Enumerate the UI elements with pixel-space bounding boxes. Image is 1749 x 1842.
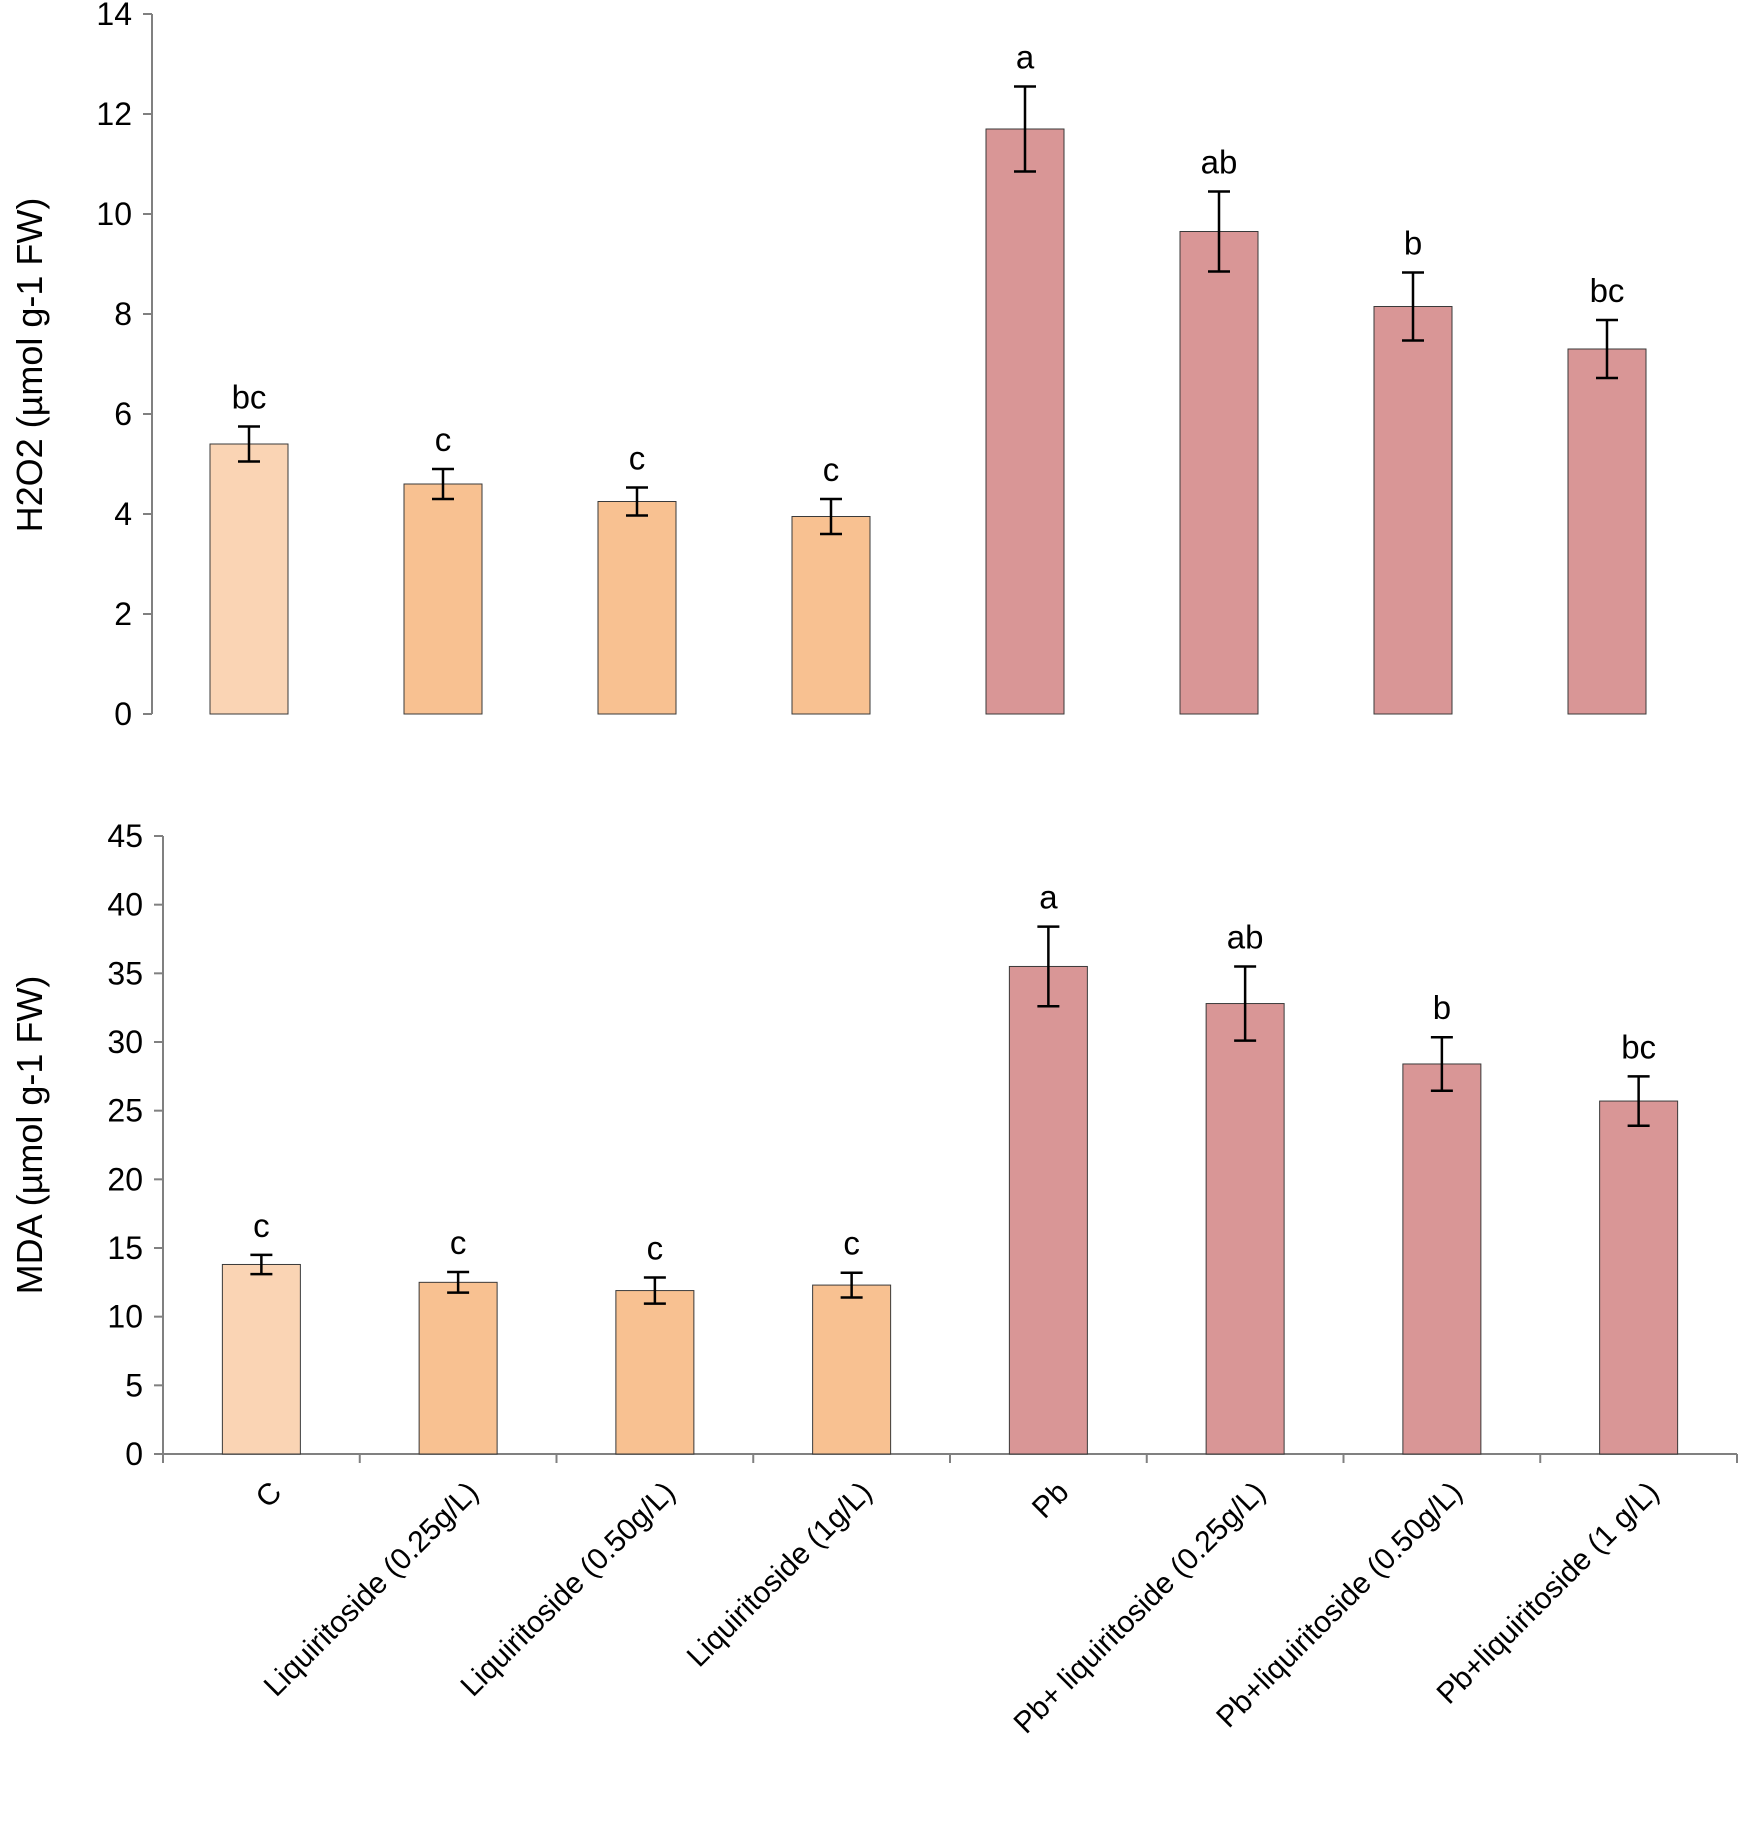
significance-label: b [1404, 225, 1422, 262]
y-tick-label: 2 [114, 596, 132, 632]
y-tick-label: 45 [107, 818, 143, 854]
bar [597, 501, 677, 715]
significance-label: ab [1227, 918, 1264, 955]
significance-label: bc [1621, 1028, 1656, 1065]
bar [418, 1281, 498, 1455]
y-tick-label: 12 [96, 96, 132, 132]
y-tick-label: 35 [107, 955, 143, 991]
significance-label: a [1016, 39, 1035, 76]
significance-label: bc [1590, 272, 1625, 309]
bar [1008, 965, 1088, 1455]
x-category-label: Pb [1026, 1476, 1075, 1525]
bar [403, 483, 483, 715]
x-category-label: Liquiritoside (0.50g/L) [454, 1476, 681, 1703]
y-tick-label: 20 [107, 1161, 143, 1197]
y-axis-title: MDA (µmol g-1 FW) [9, 976, 50, 1295]
significance-label: c [647, 1230, 664, 1267]
significance-label: c [435, 421, 452, 458]
bar [1179, 231, 1259, 715]
x-category-label: C [250, 1476, 289, 1515]
significance-label: c [450, 1224, 467, 1261]
significance-label: ab [1201, 144, 1238, 181]
x-category-label: Liquiritoside (0.25g/L) [258, 1476, 485, 1703]
bar [791, 516, 871, 715]
y-tick-label: 14 [96, 0, 132, 32]
y-tick-label: 15 [107, 1230, 143, 1266]
bar [209, 443, 289, 715]
chart-2: 0 5 10 15 20 25 30 35 40 45 MDA (µmol g-1 FW) c c c c a… [9, 818, 1738, 1740]
significance-label: bc [232, 379, 267, 416]
significance-label: c [629, 440, 646, 477]
bar [221, 1263, 301, 1455]
significance-label: c [843, 1225, 860, 1262]
y-tick-label: 0 [125, 1436, 143, 1472]
bar [615, 1290, 695, 1455]
significance-label: c [823, 451, 840, 488]
bar [812, 1284, 892, 1455]
chart-1: 0 2 4 6 8 10 12 14 H2O2 (µmol g-1 FW) bc c c c a ab b bc [9, 0, 1647, 732]
y-tick-label: 0 [114, 696, 132, 732]
significance-label: b [1433, 989, 1451, 1026]
y-tick-label: 25 [107, 1093, 143, 1129]
bar [1567, 348, 1647, 715]
y-tick-label: 5 [125, 1367, 143, 1403]
y-tick-label: 30 [107, 1024, 143, 1060]
y-tick-label: 6 [114, 396, 132, 432]
significance-label: c [253, 1207, 270, 1244]
bar [985, 128, 1065, 715]
y-tick-label: 10 [96, 196, 132, 232]
x-category-label: Pb+liquiritoside (1 g/L) [1431, 1476, 1666, 1711]
y-tick-label: 8 [114, 296, 132, 332]
bar [1205, 1003, 1285, 1455]
x-category-label: Liquiritoside (1g/L) [681, 1476, 879, 1674]
bar [1402, 1063, 1482, 1455]
bar [1373, 306, 1453, 715]
y-axis-title: H2O2 (µmol g-1 FW) [9, 198, 50, 533]
y-tick-label: 4 [114, 496, 132, 532]
y-tick-label: 40 [107, 887, 143, 923]
significance-label: a [1039, 879, 1058, 916]
y-tick-label: 10 [107, 1299, 143, 1335]
bar [1599, 1100, 1679, 1455]
